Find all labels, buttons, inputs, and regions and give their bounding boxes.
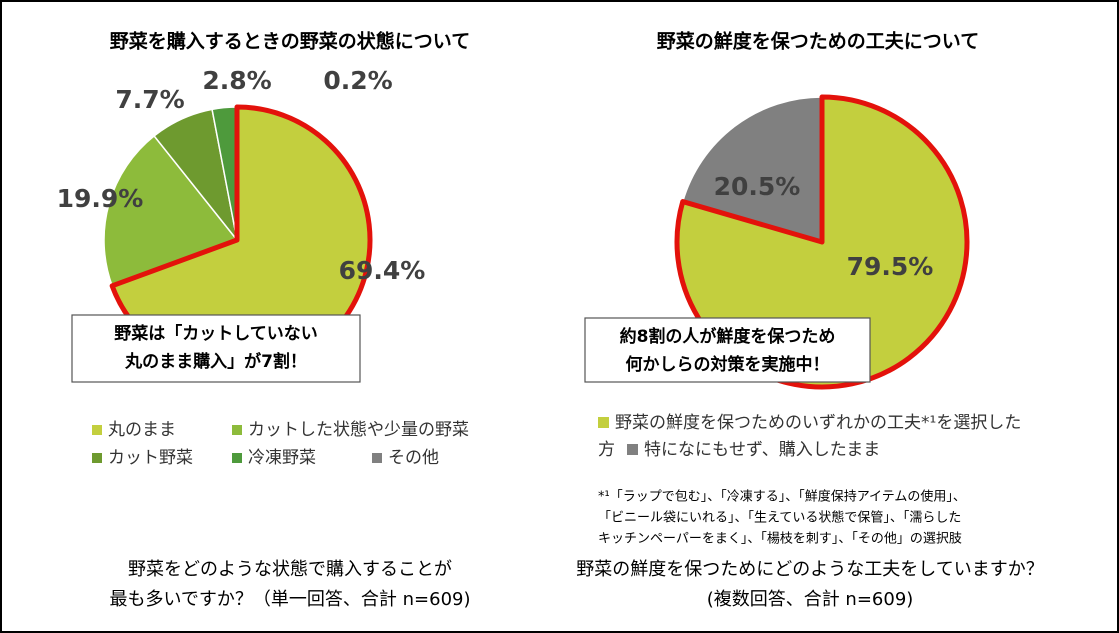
legend-swatch <box>598 417 609 428</box>
callout-text: 何かしらの対策を実施中！ <box>626 354 830 375</box>
data-label: 20.5% <box>714 172 801 201</box>
legend-swatch <box>92 425 102 435</box>
chart-title: 野菜の鮮度を保つための工夫について <box>657 30 979 53</box>
pie-slice <box>103 134 239 287</box>
callout-box <box>71 314 361 383</box>
data-label: 19.9% <box>57 184 144 213</box>
footnote: キッチンペーパーをまく」、「楊枝を刺す」、「その他」の選択肢 <box>598 531 962 547</box>
question: 野菜の鮮度を保つためにどのような工夫をしていますか？ <box>576 559 1043 580</box>
data-label: 69.4% <box>339 256 426 285</box>
pie-slice <box>681 96 823 243</box>
legend-item: 野菜の鮮度を保つためのいずれかの工夫*¹を選択した方 <box>598 413 1021 460</box>
legend-swatch <box>232 453 242 463</box>
question: (複数回答、合計 n=609) <box>707 589 914 610</box>
legend-swatch <box>372 453 382 463</box>
legend-item: 特になにもせず、購入したまま <box>627 440 880 460</box>
question: 野菜をどのような状態で購入することが <box>128 559 452 580</box>
question: 最も多いですか？（単一回答、合計 n=609) <box>109 589 470 610</box>
legend-swatch <box>627 444 638 455</box>
legend-label: 冷凍野菜 <box>248 448 316 468</box>
legend-label: その他 <box>388 448 439 468</box>
callout-text: 約8割の人が鮮度を保つため <box>620 326 836 347</box>
legend: 野菜の鮮度を保つためのいずれかの工夫*¹を選択した方 特になにもせず、購入したまま <box>598 410 1038 464</box>
data-label: 0.2% <box>323 66 392 95</box>
legend-label: カット野菜 <box>108 448 193 468</box>
legend-swatch <box>92 453 102 463</box>
legend-label: 特になにもせず、購入したまま <box>644 440 881 460</box>
footnote: 「ビニール袋にいれる」、「生えている状態で保管」、「濡らした <box>598 510 961 526</box>
legend-label: カットした状態や少量の野菜 <box>248 420 469 440</box>
chart-title: 野菜を購入するときの野菜の状態について <box>110 30 470 53</box>
highlight-outline <box>674 94 970 390</box>
callout-text: 丸のまま購入」が7割！ <box>124 351 307 372</box>
data-label: 7.7% <box>115 85 184 114</box>
footnote: *¹「ラップで包む」、「冷凍する」、「鮮度保持アイテムの使用」、 <box>598 489 966 505</box>
callout-text: 野菜は「カットしていない <box>114 323 318 344</box>
callout-box <box>584 317 871 383</box>
data-label: 2.8% <box>202 66 271 95</box>
legend-label: 野菜の鮮度を保つためのいずれかの工夫*¹を選択した方 <box>598 413 1022 460</box>
legend-label: 丸のまま <box>108 420 176 440</box>
legend-swatch <box>232 425 242 435</box>
data-label: 79.5% <box>847 252 934 281</box>
